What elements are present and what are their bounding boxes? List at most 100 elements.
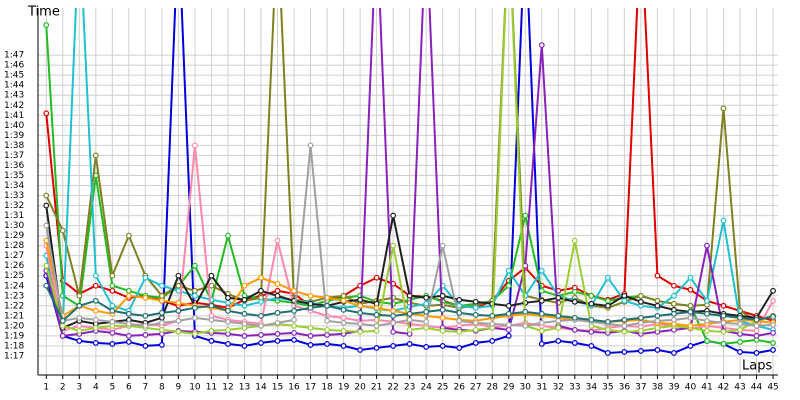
x-tick-label: 7 [142,383,148,393]
point [621,297,628,304]
point [307,142,314,149]
y-tick-label: 1:17 [4,351,24,361]
x-tick-label: 18 [321,383,333,393]
point [307,324,314,331]
x-tick-label: 42 [718,383,729,393]
point [192,142,198,149]
x-tick-label: 9 [176,383,182,393]
point [489,312,496,319]
point [737,349,743,355]
point [307,304,314,311]
point [638,327,644,334]
point [538,297,545,304]
point [604,326,611,333]
point [59,332,66,339]
point [720,217,727,224]
point [175,282,182,289]
y-tick-label: 1:41 [4,111,24,121]
point [538,327,545,334]
point [555,338,562,344]
point [340,327,347,334]
point [588,328,595,335]
point [505,332,512,339]
x-tick-label: 43 [734,383,745,393]
point [340,292,347,299]
point [456,345,463,351]
x-tick-label: 27 [470,383,481,393]
point [571,326,578,333]
x-tick-label: 4 [93,383,99,393]
point [522,212,529,219]
point [439,314,446,321]
point [158,309,165,316]
x-tick-label: 25 [437,383,448,393]
point [439,242,446,249]
point [753,350,760,356]
point [638,348,644,354]
point [687,286,694,293]
point [208,327,215,334]
labels: 1:171:181:191:201:211:221:231:241:251:26… [4,51,779,393]
point [737,314,743,321]
point [59,317,66,324]
point [109,302,116,309]
point [274,280,281,287]
point [423,344,430,350]
point [258,298,264,305]
point [704,297,710,304]
point [654,302,661,309]
point [92,272,99,279]
point [340,314,347,321]
y-tick-label: 1:30 [4,221,24,231]
point [687,308,694,315]
point [522,308,529,315]
point [538,319,545,326]
point [505,321,512,328]
y-tick-label: 1:20 [4,321,24,331]
point [43,22,50,28]
point [175,287,182,294]
point [125,320,132,327]
point [439,327,446,334]
point [125,287,132,294]
point [671,292,677,299]
point [472,311,479,318]
point [241,343,248,349]
point [621,349,628,355]
point [142,322,149,329]
point [76,302,83,309]
x-tick-label: 12 [222,383,233,393]
point [720,312,727,319]
y-axis-title: Time [27,5,60,20]
point [291,307,297,314]
x-tick-label: 22 [387,383,398,393]
point [604,302,611,309]
point [406,326,413,333]
point [92,297,99,304]
point [340,306,347,313]
point [687,274,694,281]
x-tick-label: 34 [586,383,598,393]
point [109,282,116,289]
point [538,287,545,294]
point [225,326,231,333]
point [274,338,281,344]
point [571,340,578,346]
x-tick-label: 32 [553,383,564,393]
point [92,316,99,323]
point [704,317,710,324]
point [406,341,413,347]
x-tick-label: 35 [602,383,613,393]
x-tick-label: 39 [668,383,680,393]
point [571,237,578,244]
point [241,296,248,303]
point [456,328,463,335]
point [175,317,182,324]
point [638,298,644,305]
point [770,340,776,346]
point [423,300,430,307]
point [92,152,99,159]
x-tick-label: 19 [338,383,350,393]
y-tick-label: 1:27 [4,251,24,261]
point [43,110,50,117]
